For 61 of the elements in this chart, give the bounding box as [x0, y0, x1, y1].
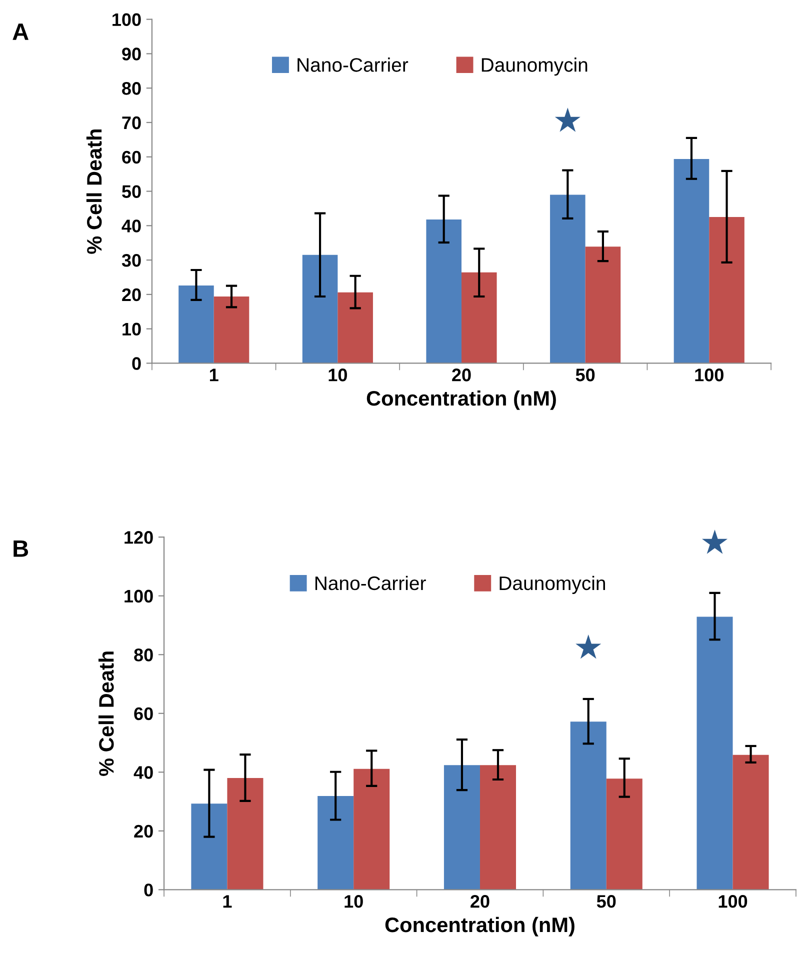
y-tick-label: 20	[134, 824, 153, 838]
y-tick-label: 70	[122, 116, 141, 130]
y-tick-label: 20	[122, 288, 141, 302]
bar	[709, 217, 744, 364]
y-axis-title: % Cell Death	[98, 652, 114, 776]
bar	[318, 796, 354, 890]
y-tick-label: 100	[124, 590, 153, 603]
y-tick-label: 60	[122, 150, 141, 164]
bar	[191, 804, 228, 890]
annotation: ★	[554, 108, 580, 132]
y-axis-title: % Cell Death	[86, 129, 102, 254]
bar	[696, 616, 733, 890]
bar	[674, 158, 710, 364]
bar	[227, 778, 264, 890]
x-axis-title: Concentration (nM)	[366, 390, 556, 410]
y-tick-label: 0	[144, 884, 153, 896]
annotation: ★	[702, 530, 728, 554]
bar	[585, 246, 621, 364]
legend-label: Nano-Carrier	[315, 576, 426, 590]
y-tick-label: 100	[112, 13, 141, 26]
x-tick-label: 1	[210, 368, 218, 382]
y-tick-label: 120	[124, 531, 153, 544]
bar	[426, 219, 462, 364]
bar	[444, 765, 480, 890]
y-tick-label: 50	[122, 185, 141, 198]
y-tick-label: 0	[132, 357, 141, 370]
x-tick-label: 20	[470, 895, 490, 908]
text: B	[14, 540, 28, 557]
annotation: ★	[576, 634, 602, 659]
x-tick-label: 50	[576, 368, 595, 382]
text: A	[12, 24, 28, 40]
y-tick-label: 90	[122, 48, 141, 60]
legend-label: Nano-Carrier	[298, 58, 408, 72]
y-tick-label: 10	[122, 322, 141, 336]
bar	[338, 292, 373, 364]
x-tick-label: 20	[452, 368, 471, 382]
y-tick-label: 30	[122, 254, 141, 267]
y-tick-label: 60	[134, 707, 153, 720]
bar	[570, 722, 606, 890]
bar	[214, 296, 250, 364]
x-tick-label: 100	[718, 895, 748, 908]
x-axis-title: Concentration (nM)	[385, 916, 574, 936]
bar	[461, 272, 497, 364]
x-tick-label: 50	[596, 895, 616, 908]
x-tick-label: 100	[695, 368, 724, 382]
bar	[732, 754, 769, 890]
bar	[178, 285, 214, 364]
bar	[480, 765, 516, 890]
y-tick-label: 80	[122, 82, 141, 95]
bar	[354, 768, 390, 890]
bar	[550, 194, 586, 364]
legend-label: Daunomycin	[500, 576, 605, 594]
bar	[302, 254, 338, 364]
bar	[606, 778, 642, 890]
x-tick-label: 1	[223, 895, 232, 908]
legend-label: Daunomycin	[482, 58, 588, 76]
x-tick-label: 10	[328, 368, 347, 382]
y-tick-label: 80	[134, 648, 153, 662]
x-tick-label: 10	[344, 895, 363, 908]
y-tick-label: 40	[134, 766, 153, 779]
y-tick-label: 40	[122, 220, 141, 232]
